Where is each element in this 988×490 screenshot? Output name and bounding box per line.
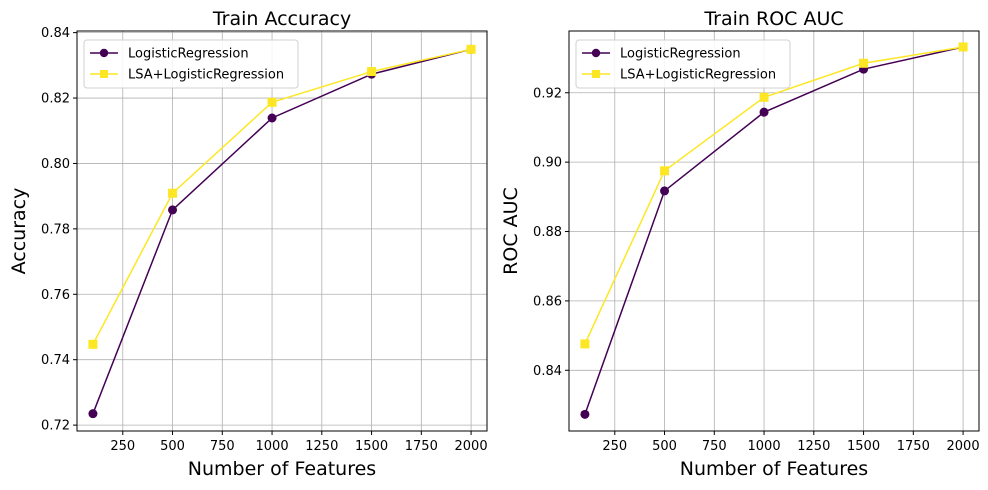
series-group: [580, 42, 968, 419]
plot-frame: [76, 30, 488, 432]
legend: LogisticRegression LSA+LogisticRegressio…: [575, 39, 791, 89]
grid-lines: [569, 31, 979, 431]
legend-box: [575, 39, 791, 89]
x-tick-label: 1000: [748, 439, 781, 454]
legend-label-logisticregression: LogisticRegression: [620, 47, 741, 62]
legend: LogisticRegression LSA+LogisticRegressio…: [83, 39, 299, 89]
series-line-lsa-logisticregression: [92, 48, 472, 345]
data-point: [367, 67, 377, 77]
x-tick-label: 1250: [797, 439, 830, 454]
y-tick-label: 0.78: [41, 222, 70, 237]
data-point: [859, 58, 869, 68]
data-point: [759, 92, 769, 102]
chart-train-roc-auc: 250 500 750 1000 1250 1500 1750 2000 0.84 0.86 0.8…: [500, 8, 980, 480]
legend-marker-circle: [591, 48, 601, 58]
chart-title: Train ROC AUC: [703, 8, 843, 30]
y-tick-label: 0.84: [41, 26, 70, 41]
x-tick-label: 750: [702, 439, 727, 454]
y-tick-label: 0.76: [41, 288, 70, 303]
chart-title: Train Accuracy: [212, 8, 351, 30]
data-point: [168, 188, 178, 198]
x-tick-label: 2000: [455, 439, 488, 454]
plot-frame: [568, 30, 980, 432]
x-tick-label: 500: [160, 439, 185, 454]
x-tick-label: 1000: [256, 439, 289, 454]
y-tick-label: 0.80: [41, 157, 70, 172]
legend-label-lsa-logisticregression: LSA+LogisticRegression: [620, 68, 776, 83]
legend-label-logisticregression: LogisticRegression: [128, 47, 249, 62]
data-point: [88, 409, 98, 419]
data-point: [660, 166, 670, 176]
y-axis-label: ROC AUC: [500, 187, 522, 275]
data-point: [958, 42, 968, 52]
data-point: [660, 186, 670, 196]
x-tick-label: 2000: [947, 439, 980, 454]
data-point: [580, 339, 590, 349]
legend-marker-square: [592, 70, 600, 78]
x-tick-label: 1500: [847, 439, 880, 454]
x-tick-label: 250: [110, 439, 135, 454]
x-tick-label: 500: [652, 439, 677, 454]
series-group: [88, 44, 476, 419]
chart-train-accuracy: 250 500 750 1000 1250 1500 1750 2000 0.72 0.74 0.7…: [8, 8, 488, 480]
tick-group: 250 500 750 1000 1250 1500 1750 2000 0.84 0.86 0.8…: [533, 86, 980, 454]
x-tick-label: 250: [602, 439, 627, 454]
x-axis-label: Number of Features: [188, 458, 376, 480]
series-line-lsa-logisticregression: [584, 46, 964, 345]
x-axis-label: Number of Features: [680, 458, 868, 480]
y-axis-label: Accuracy: [8, 188, 30, 275]
data-point: [168, 205, 178, 215]
legend-box: [83, 39, 299, 89]
legend-marker-square: [100, 70, 108, 78]
x-tick-label: 1500: [355, 439, 388, 454]
y-tick-label: 0.74: [41, 353, 70, 368]
data-point: [88, 339, 98, 349]
y-tick-label: 0.88: [533, 225, 562, 240]
data-point: [580, 409, 590, 419]
x-tick-label: 1750: [405, 439, 438, 454]
legend-marker-circle: [99, 48, 109, 58]
y-tick-label: 0.92: [533, 86, 562, 101]
y-tick-label: 0.82: [41, 92, 70, 107]
data-point: [759, 107, 769, 117]
y-tick-label: 0.86: [533, 294, 562, 309]
y-tick-label: 0.90: [533, 156, 562, 171]
tick-group: 250 500 750 1000 1250 1500 1750 2000 0.72 0.74 0.7…: [41, 26, 488, 454]
series-line-logisticregression: [92, 48, 472, 414]
grid-lines: [77, 31, 487, 431]
x-tick-label: 750: [210, 439, 235, 454]
series-line-logisticregression: [584, 46, 964, 415]
y-tick-label: 0.72: [41, 419, 70, 434]
x-tick-label: 1750: [897, 439, 930, 454]
x-tick-label: 1250: [305, 439, 338, 454]
data-point: [466, 44, 476, 54]
y-tick-label: 0.84: [533, 364, 562, 379]
legend-label-lsa-logisticregression: LSA+LogisticRegression: [128, 68, 284, 83]
data-point: [267, 97, 277, 107]
data-point: [267, 113, 277, 123]
